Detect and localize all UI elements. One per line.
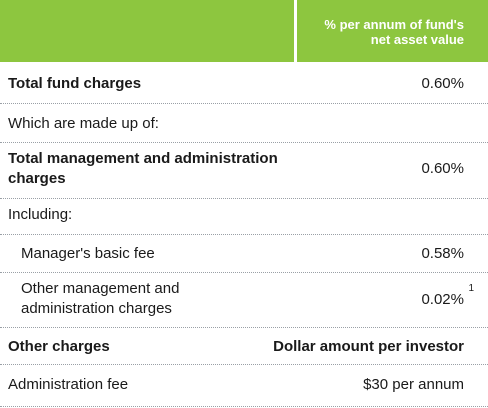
row-label: Including: xyxy=(8,206,73,223)
table-row-administration-fee: Administration fee $30 per annum xyxy=(0,365,488,407)
table-row-total-fund-charges: Total fund charges 0.60% xyxy=(0,62,488,104)
table-row-made-up-of: Which are made up of: xyxy=(0,104,488,143)
footnote-marker: 1 xyxy=(468,283,474,294)
row-label: Total management and administration char… xyxy=(8,150,278,187)
row-value: 0.58% xyxy=(421,245,464,262)
table-row-including: Including: xyxy=(0,199,488,235)
row-value: Dollar amount per investor xyxy=(273,338,464,355)
row-label: Other management and administration char… xyxy=(21,280,180,317)
table-header: % per annum of fund's net asset value xyxy=(0,0,488,62)
row-label: Other charges xyxy=(8,338,110,355)
row-label: Total fund charges xyxy=(8,75,142,92)
row-value: 0.02% xyxy=(421,291,464,308)
header-column-label: % per annum of fund's net asset value xyxy=(297,0,488,62)
table-row-total-management-charges: Total management and administration char… xyxy=(0,143,488,199)
row-label: Administration fee xyxy=(8,376,129,393)
table-row-other-management-charges: Other management and administration char… xyxy=(0,273,488,328)
row-label: Manager's basic fee xyxy=(21,245,155,262)
table-row-managers-basic-fee: Manager's basic fee 0.58% xyxy=(0,235,488,273)
header-blank-cell xyxy=(0,0,294,62)
row-value: 0.60% xyxy=(421,160,464,177)
row-value: $30 per annum xyxy=(363,376,464,393)
table-row-other-charges: Other charges Dollar amount per investor xyxy=(0,328,488,365)
row-value: 0.60% xyxy=(421,75,464,92)
row-label: Which are made up of: xyxy=(8,115,159,132)
